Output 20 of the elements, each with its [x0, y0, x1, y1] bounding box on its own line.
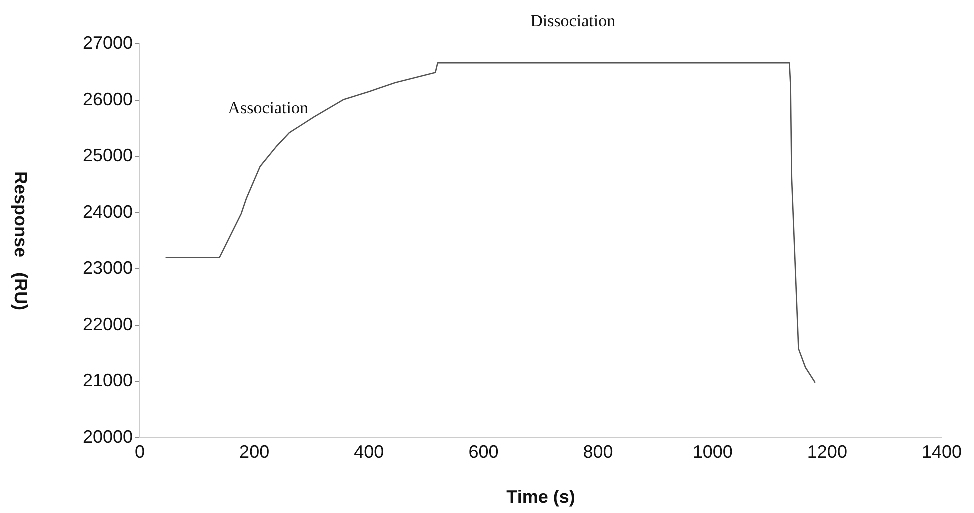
x-tick-label: 800 [583, 442, 614, 462]
y-tick-label: 27000 [82, 32, 133, 53]
y-tick-label: 23000 [82, 258, 133, 278]
x-tick-label: 600 [468, 442, 499, 462]
y-tick-label: 25000 [82, 146, 133, 166]
x-tick-label: 400 [354, 442, 384, 462]
x-tick-label: 1000 [692, 442, 733, 462]
x-tick-label: 1400 [922, 442, 962, 462]
x-tick-label: 200 [240, 442, 270, 462]
x-axis-title: Time (s) [506, 487, 576, 508]
x-tick-label: 1200 [807, 442, 848, 462]
y-tick-label: 26000 [82, 89, 133, 110]
y-tick-label: 20000 [82, 426, 133, 447]
y-tick-label: 22000 [82, 314, 133, 334]
x-tick-label: 0 [134, 442, 146, 462]
y-tick-label: 21000 [82, 370, 133, 391]
text: Dissociation [530, 11, 616, 30]
y-tick-label: 24000 [82, 202, 133, 222]
annotation: Association [228, 98, 309, 118]
y-axis-title: Response (RU) [11, 171, 32, 311]
